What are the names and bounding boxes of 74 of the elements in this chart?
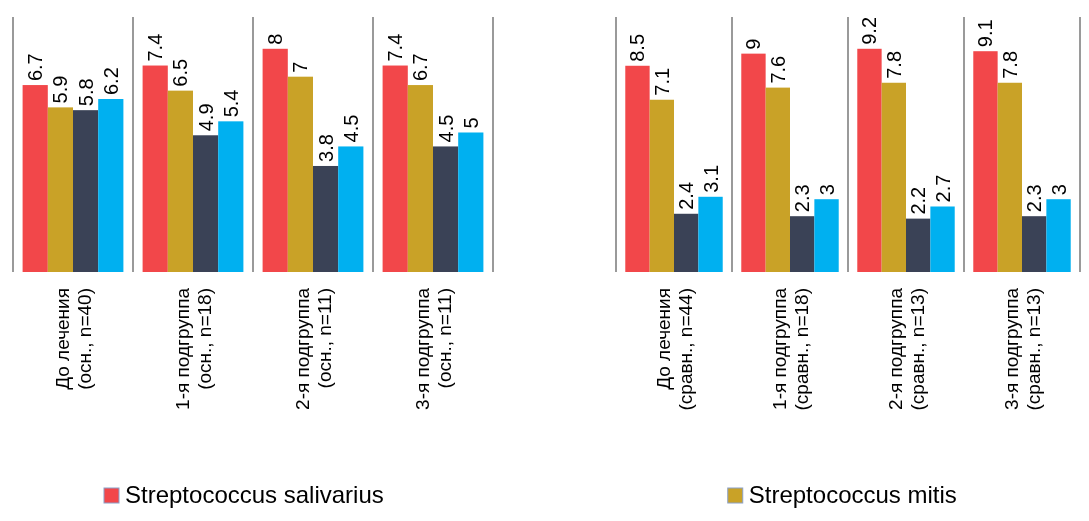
bar xyxy=(674,213,699,272)
data-label: 3.8 xyxy=(314,134,337,162)
bar xyxy=(433,146,459,272)
bar xyxy=(1022,216,1047,272)
bar xyxy=(218,121,244,272)
bar xyxy=(193,135,219,272)
bar xyxy=(790,216,815,272)
data-label: 8 xyxy=(264,33,287,45)
data-label: 3.1 xyxy=(699,164,722,193)
data-label: 5.9 xyxy=(49,75,72,104)
data-label: 4.9 xyxy=(194,103,217,132)
bar xyxy=(313,165,339,272)
data-label: 5 xyxy=(459,117,482,129)
bar xyxy=(930,206,955,272)
bar xyxy=(1046,199,1071,272)
bar xyxy=(262,48,288,272)
legend-label: Streptococcus salivarius xyxy=(125,481,384,508)
bar xyxy=(73,110,99,272)
bar xyxy=(167,90,193,272)
data-label: 7.4 xyxy=(384,33,407,62)
bar xyxy=(287,76,313,272)
data-label: 9.1 xyxy=(974,19,997,48)
data-label: 5.8 xyxy=(74,78,97,107)
data-label: 7.8 xyxy=(882,50,905,79)
data-label: 9.2 xyxy=(858,16,881,45)
bar xyxy=(857,48,882,272)
data-label: 7.8 xyxy=(998,50,1021,79)
bar xyxy=(22,85,48,272)
bar xyxy=(407,85,433,272)
data-label: 2.7 xyxy=(931,174,954,203)
bar xyxy=(814,199,839,272)
data-label: 5.4 xyxy=(219,89,242,118)
bar xyxy=(625,65,650,272)
data-label: 6.2 xyxy=(99,67,122,96)
data-label: 6.7 xyxy=(24,53,47,82)
data-label: 2.2 xyxy=(907,186,930,215)
legend-label: Streptococcus mitis xyxy=(748,481,957,508)
bar xyxy=(997,82,1022,272)
bar xyxy=(458,132,484,272)
data-label: 7 xyxy=(289,61,312,73)
x-tick-label: До лечения (сравн., n=44) xyxy=(653,288,696,411)
bar xyxy=(906,218,931,272)
bar xyxy=(765,87,790,272)
bar xyxy=(98,99,124,272)
data-label: 4.5 xyxy=(434,114,457,143)
data-label: 8.5 xyxy=(626,33,649,62)
x-tick-label: 3-я подгруппа (осн., n=11) xyxy=(412,287,455,410)
bar xyxy=(973,51,998,272)
x-tick-label: 2-я подгруппа (осн., n=11) xyxy=(292,287,335,410)
x-tick-label: 2-я подгруппа (сравн., n=13) xyxy=(885,287,928,411)
data-label: 2.3 xyxy=(791,184,814,213)
bar xyxy=(142,65,168,272)
data-label: 4.5 xyxy=(339,114,362,143)
data-label: 7.1 xyxy=(650,67,673,96)
bar xyxy=(698,196,723,272)
data-label: 2.4 xyxy=(675,181,698,210)
data-label: 3 xyxy=(1047,184,1070,196)
bar xyxy=(881,82,906,272)
data-label: 9 xyxy=(742,38,765,50)
x-tick-label: 1-я подгруппа (сравн., n=18) xyxy=(769,287,812,411)
bar xyxy=(741,53,766,272)
data-label: 6.7 xyxy=(409,53,432,82)
data-label: 3 xyxy=(815,184,838,196)
data-label: 2.3 xyxy=(1023,184,1046,213)
bar xyxy=(382,65,408,272)
bar xyxy=(338,146,364,272)
x-tick-label: 1-я подгруппа (осн., n=18) xyxy=(172,287,215,410)
bar xyxy=(47,107,73,272)
x-tick-label: 3-я подгруппа (сравн., n=13) xyxy=(1001,287,1044,411)
bar xyxy=(649,99,674,272)
x-tick-label: До лечения (осн., n=40) xyxy=(52,288,95,390)
data-label: 7.6 xyxy=(766,55,789,84)
data-label: 7.4 xyxy=(144,33,167,62)
data-label: 6.5 xyxy=(169,58,192,87)
